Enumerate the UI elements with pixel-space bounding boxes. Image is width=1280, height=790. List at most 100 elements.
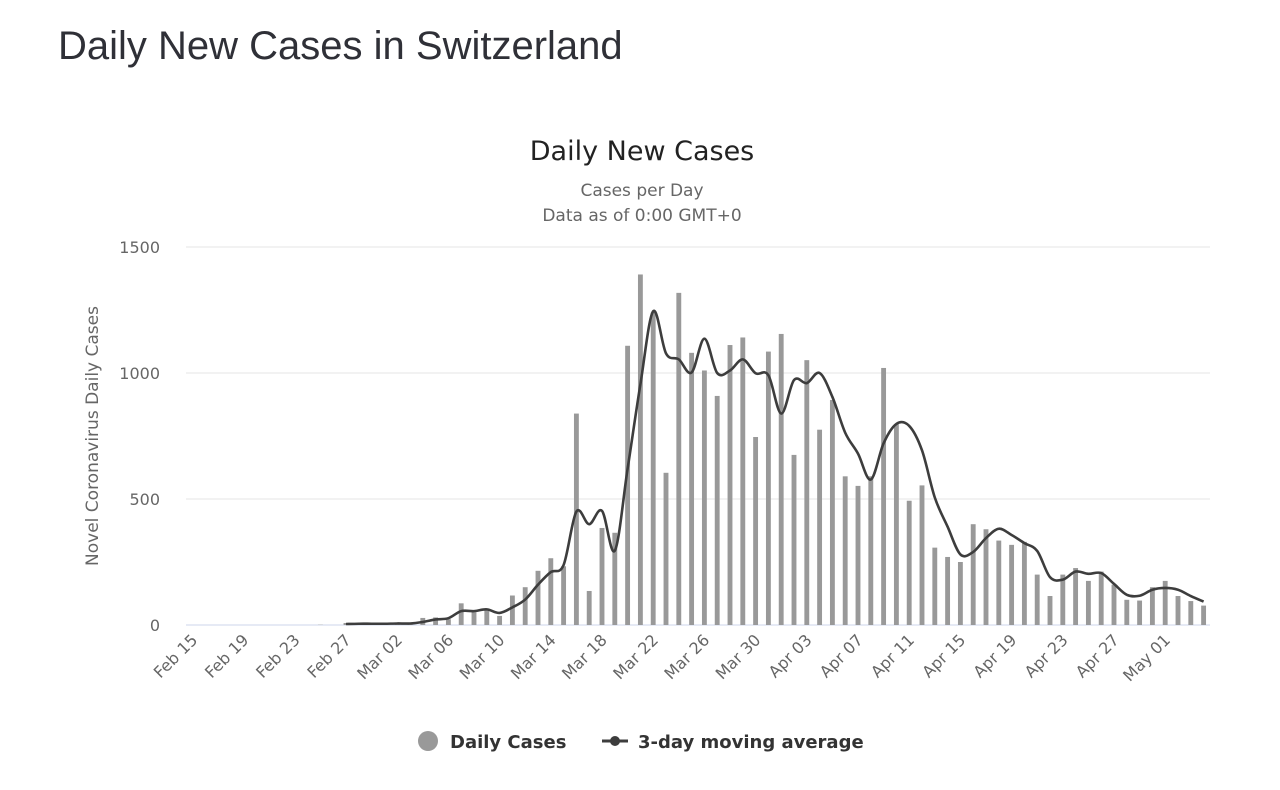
bar[interactable] [458, 603, 464, 625]
bar[interactable] [599, 527, 605, 625]
x-tick-label: Mar 30 [712, 630, 765, 683]
bar[interactable] [573, 413, 579, 625]
line-series [345, 309, 1205, 626]
bar[interactable] [1098, 571, 1104, 625]
x-tick-label: Mar 18 [558, 630, 611, 683]
chart-subtitle: Cases per Day [580, 181, 703, 201]
x-tick-label: Apr 15 [918, 630, 969, 681]
bar[interactable] [1175, 596, 1181, 625]
bar-series [317, 274, 1207, 625]
y-tick-label: 1500 [119, 238, 160, 257]
bar[interactable] [727, 345, 733, 625]
bar[interactable] [445, 619, 451, 625]
bar[interactable] [1124, 599, 1130, 625]
chart-subtitle-2: Data as of 0:00 GMT+0 [542, 206, 741, 226]
x-tick-label: Apr 27 [1072, 630, 1123, 681]
y-tick-label: 0 [150, 616, 160, 635]
bar[interactable] [893, 424, 899, 625]
x-tick-label: Feb 15 [150, 630, 201, 681]
bar[interactable] [548, 558, 554, 625]
bar[interactable] [663, 472, 669, 625]
bar[interactable] [970, 524, 976, 625]
bar[interactable] [650, 312, 656, 625]
bar[interactable] [484, 610, 490, 625]
y-tick-label: 500 [129, 490, 160, 509]
y-axis-ticks: 0 500 1000 1500 [119, 238, 160, 635]
bar[interactable] [855, 485, 861, 625]
bar[interactable] [1021, 541, 1027, 625]
x-tick-label: Apr 19 [969, 630, 1020, 681]
bar[interactable] [881, 367, 887, 625]
bar[interactable] [906, 500, 912, 625]
x-tick-label: Apr 23 [1021, 630, 1072, 681]
x-tick-label: Apr 03 [765, 630, 816, 681]
bar[interactable] [612, 532, 618, 625]
bar[interactable] [701, 370, 707, 625]
x-tick-label: May 01 [1119, 630, 1174, 685]
bar[interactable] [1085, 580, 1091, 625]
legend-moving-average-marker[interactable] [610, 736, 620, 746]
legend[interactable]: Daily Cases 3-day moving average [418, 731, 864, 753]
bar[interactable] [983, 529, 989, 625]
page-title: Daily New Cases in Switzerland [58, 24, 623, 68]
bar[interactable] [945, 556, 951, 625]
x-tick-label: Feb 23 [252, 630, 303, 681]
bar[interactable] [433, 617, 439, 625]
bar[interactable] [625, 345, 631, 625]
moving-average-line[interactable] [345, 309, 1205, 626]
bar[interactable] [714, 395, 720, 625]
y-axis-label: Novel Coronavirus Daily Cases [83, 306, 103, 566]
bar[interactable] [753, 437, 759, 625]
bar[interactable] [829, 399, 835, 625]
gridlines [186, 246, 1210, 626]
bar[interactable] [1137, 600, 1143, 625]
bar[interactable] [817, 429, 823, 625]
bar[interactable] [1009, 544, 1015, 625]
bar[interactable] [957, 562, 963, 625]
bar[interactable] [522, 587, 528, 625]
legend-daily-cases-marker[interactable] [418, 731, 438, 751]
bar[interactable] [791, 454, 797, 625]
bar[interactable] [535, 570, 541, 625]
bar[interactable] [740, 337, 746, 625]
bar[interactable] [868, 476, 874, 625]
legend-daily-cases-label[interactable]: Daily Cases [450, 732, 566, 753]
bar[interactable] [996, 540, 1002, 625]
x-tick-label: Feb 27 [303, 630, 354, 681]
x-tick-label: Mar 26 [660, 630, 713, 683]
bar[interactable] [842, 476, 848, 625]
bar[interactable] [1188, 601, 1194, 625]
bar[interactable] [561, 566, 567, 625]
y-tick-label: 1000 [119, 364, 160, 383]
bar[interactable] [1047, 596, 1053, 625]
bar[interactable] [1060, 574, 1066, 625]
bar[interactable] [765, 351, 771, 625]
bar[interactable] [637, 274, 643, 625]
bar[interactable] [1111, 584, 1117, 625]
x-tick-label: Mar 14 [507, 630, 560, 683]
bar[interactable] [932, 547, 938, 625]
bar[interactable] [1162, 580, 1168, 625]
bar[interactable] [689, 352, 695, 625]
chart-title: Daily New Cases [530, 136, 755, 167]
x-tick-label: Mar 02 [353, 630, 406, 683]
bar[interactable] [509, 595, 515, 625]
bar[interactable] [1073, 568, 1079, 625]
bar[interactable] [1201, 605, 1207, 625]
bar[interactable] [586, 590, 592, 625]
bar[interactable] [804, 360, 810, 625]
x-tick-label: Apr 11 [867, 630, 918, 681]
x-tick-label: Mar 22 [609, 630, 662, 683]
x-tick-label: Apr 07 [816, 630, 867, 681]
x-tick-label: Mar 06 [404, 630, 457, 683]
bar[interactable] [676, 292, 682, 625]
bar[interactable] [919, 485, 925, 625]
bar[interactable] [497, 615, 503, 625]
bar[interactable] [471, 612, 477, 625]
bar[interactable] [778, 333, 784, 625]
bar[interactable] [1149, 587, 1155, 625]
bar[interactable] [1034, 574, 1040, 625]
legend-moving-average-label[interactable]: 3-day moving average [638, 732, 864, 753]
x-tick-label: Feb 19 [201, 630, 252, 681]
